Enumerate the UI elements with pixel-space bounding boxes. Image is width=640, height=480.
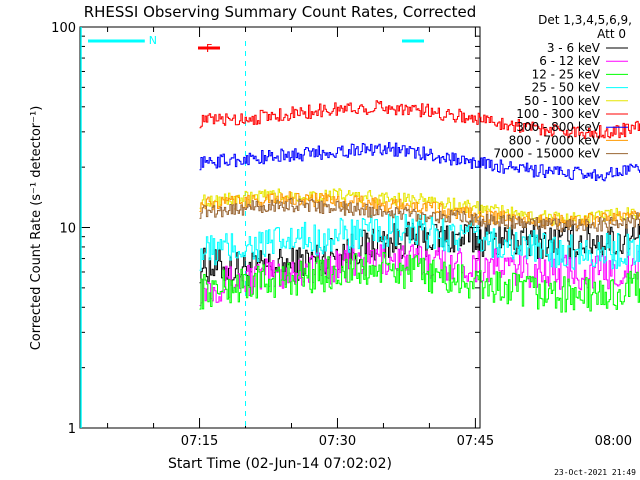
legend-label: 25 - 50 keV	[532, 81, 601, 95]
x-tick-label: 08:00	[595, 434, 632, 449]
series-line	[199, 242, 640, 306]
time-markers	[80, 27, 247, 428]
legend-header-line1: Det 1,3,4,5,6,9,	[538, 13, 632, 27]
flag-label: F	[206, 42, 212, 55]
series-line	[199, 142, 640, 182]
y-tick-label: 100	[51, 21, 76, 36]
legend-label: 800 - 7000 keV	[509, 133, 601, 147]
x-axis-label: Start Time (02-Jun-14 07:02:02)	[168, 456, 392, 472]
series-lines	[199, 100, 640, 313]
x-tick-label: 07:45	[457, 434, 494, 449]
legend-label: 6 - 12 keV	[539, 54, 601, 68]
series-line	[199, 100, 640, 139]
y-tick-label: 1	[68, 422, 76, 437]
legend-label: 300 - 800 keV	[516, 120, 600, 134]
y-tick-label: 10	[59, 222, 76, 237]
x-tick-label: 07:30	[319, 434, 356, 449]
legend-label: 7000 - 15000 keV	[493, 147, 600, 161]
legend-header-line2: Att 0	[597, 27, 626, 41]
legend-label: 50 - 100 keV	[524, 94, 601, 108]
flag-label: N	[149, 34, 157, 47]
flag-bars: NF	[88, 34, 424, 55]
series-line	[199, 252, 640, 313]
x-tick-label: 07:15	[181, 434, 218, 449]
y-axis-ticks: 1 10 100	[51, 21, 480, 437]
series-line	[199, 213, 640, 271]
legend-label: 3 - 6 keV	[547, 41, 601, 55]
legend-label: 12 - 25 keV	[532, 67, 601, 81]
series-line	[199, 197, 640, 233]
chart-title: RHESSI Observing Summary Count Rates, Co…	[84, 3, 477, 21]
y-axis-label: Corrected Count Rate (s⁻¹ detector⁻¹)	[29, 106, 44, 351]
series-line	[199, 188, 640, 226]
footer-date: 23-Oct-2021 21:49	[554, 468, 636, 477]
legend-label: 100 - 300 keV	[516, 107, 600, 121]
